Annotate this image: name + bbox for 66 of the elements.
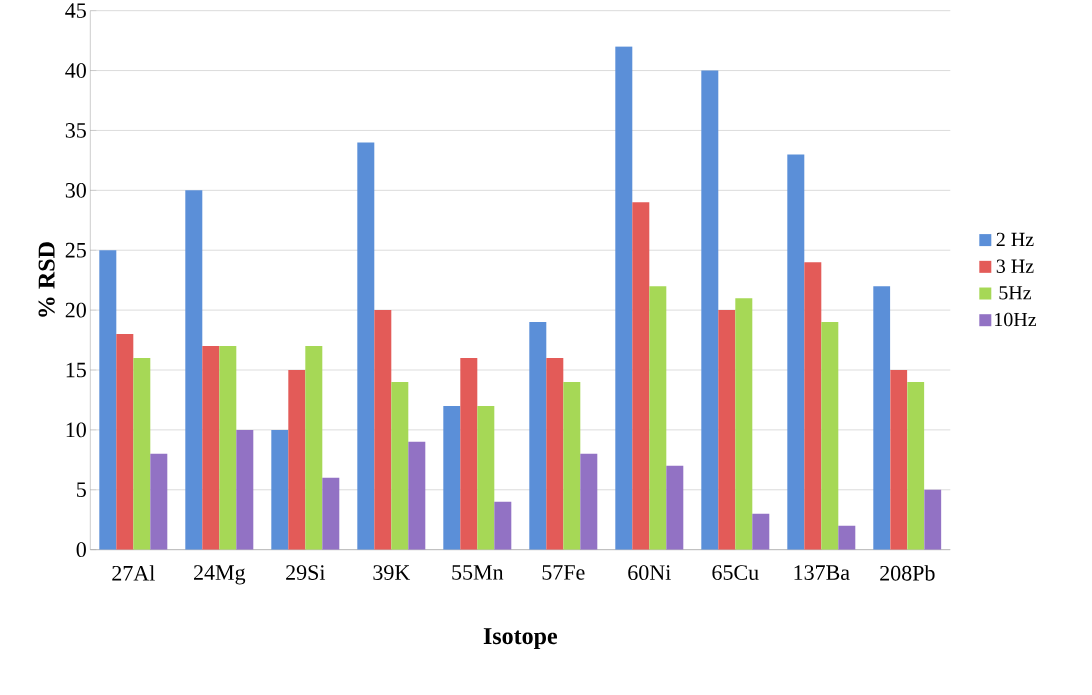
bar [271,430,289,550]
y-tick-label: 20 [65,302,86,318]
bar [116,334,134,550]
bar [374,310,392,550]
y-tick-label: 45 [65,3,86,19]
bar [752,513,770,550]
x-tick-label: 55Mn [452,565,504,581]
bar [133,358,151,550]
bar [615,46,633,550]
x-tick-label: 65Cu [712,565,759,581]
x-tick-label: 27Al [112,565,155,581]
y-axis-title: % RSD [38,242,55,317]
bar [787,154,805,550]
y-tick-label: 5 [77,482,86,498]
bar [666,466,684,550]
x-tick-label: 60Ni [628,565,671,581]
x-tick-label: 57Fe [542,565,585,581]
x-tick-label: 137Ba [794,565,850,581]
bar [357,142,375,550]
bar [494,501,512,550]
bar [580,454,598,550]
bar [202,346,220,550]
legend-label: 10Hz [995,313,1037,327]
bar [649,286,667,550]
legend-label: 2 Hz [996,232,1034,247]
bar [322,478,340,550]
bar [718,310,736,550]
legend-label: 3 Hz [996,259,1034,274]
bar [460,358,478,550]
bar [907,382,925,550]
x-tick-label: 208Pb [880,565,935,581]
y-tick-label: 40 [65,63,86,79]
bar [873,286,891,550]
y-tick-label: 15 [66,362,86,378]
y-tick-label: 30 [65,183,86,198]
bar [924,489,942,550]
y-tick-label: 0 [76,542,86,558]
bar [185,190,203,550]
bar [443,406,461,550]
bar [391,382,409,550]
y-tick-label: 10 [66,422,86,438]
legend-label: 5Hz [999,286,1032,300]
y-tick-label: 25 [65,243,86,258]
x-tick-label: 29Si [286,565,326,581]
bar [701,70,719,550]
bar [477,406,495,550]
bar [529,322,547,550]
y-tick-label: 35 [65,123,86,139]
bar [632,202,650,550]
bar [305,346,323,550]
x-tick-label: 39K [373,565,411,581]
bar [408,442,426,550]
bar [563,382,581,550]
bar [219,346,237,550]
bar [546,358,564,550]
bar [890,370,908,550]
bar [838,525,856,550]
bar [236,430,254,550]
bar [804,262,822,550]
bar [288,370,306,550]
x-tick-label: 24Mg [194,565,246,585]
x-axis-title: Isotope [483,628,557,650]
bar [150,454,168,550]
bar [821,322,839,550]
bar [735,298,753,550]
bar [99,250,117,550]
